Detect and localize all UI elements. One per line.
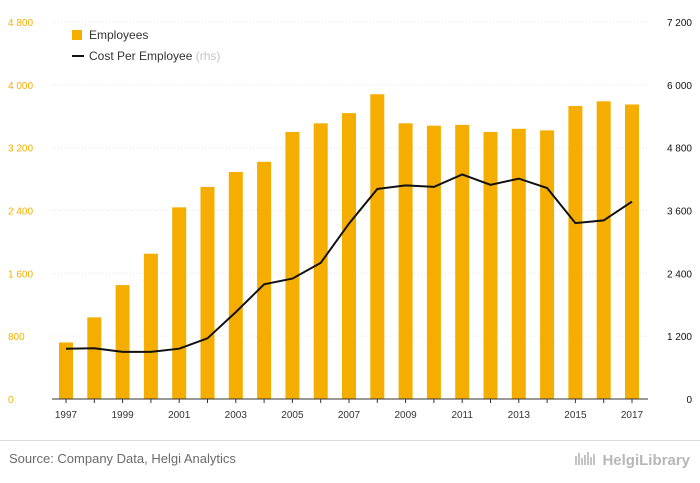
x-tick-label: 1997 [55, 410, 78, 421]
x-tick-label: 1999 [111, 410, 134, 421]
brand-logo: HelgiLibrary [574, 450, 690, 471]
x-tick-label: 2015 [564, 410, 587, 421]
y-left-tick-label: 4 800 [8, 18, 33, 29]
y-right-tick-label: 7 200 [667, 18, 692, 29]
legend-label-cost-name: Cost Per Employee [89, 49, 193, 63]
bar-2004 [257, 161, 272, 399]
bar-2015 [568, 106, 583, 399]
line-series-cost-per-employee [65, 173, 633, 353]
bar-2003 [228, 172, 243, 399]
y-right-tick-label: 2 400 [667, 269, 692, 280]
x-tick-label: 2005 [281, 410, 304, 421]
bar-2011 [455, 124, 470, 399]
bar-2010 [426, 125, 441, 400]
y-left-tick-label: 4 000 [8, 81, 33, 92]
x-tick-label: 2009 [394, 410, 417, 421]
bar-2017 [625, 104, 639, 399]
y-right-tick-label: 6 000 [667, 81, 692, 92]
y-right-tick-label: 1 200 [667, 332, 692, 343]
x-tick-label: 2001 [168, 410, 191, 421]
bar-2008 [370, 94, 385, 399]
brand-name: HelgiLibrary [602, 452, 690, 469]
bar-series-employees [59, 94, 639, 400]
x-tick-label: 2017 [621, 410, 644, 421]
y-axis-left-labels: 0 800 1 600 2 400 3 200 4 000 4 800 [8, 18, 33, 406]
x-tick-label: 2013 [508, 410, 531, 421]
legend-label-rhs: (rhs) [196, 49, 221, 63]
bar-1999 [115, 285, 130, 399]
footer: Source: Company Data, Helgi Analytics He… [0, 440, 700, 483]
bar-2002 [200, 186, 215, 399]
y-left-tick-label: 1 600 [8, 269, 33, 280]
y-right-tick-label: 4 800 [667, 144, 692, 155]
bar-2013 [511, 128, 526, 400]
legend-label-cost-per-employee: Cost Per Employee (rhs) [89, 49, 220, 63]
y-left-tick-label: 800 [8, 332, 25, 343]
y-axis-right-labels: 0 1 200 2 400 3 600 4 800 6 000 7 200 [667, 18, 692, 406]
bar-2001 [172, 207, 187, 399]
bar-1998 [87, 317, 102, 399]
chart: 1997 1999 2001 2003 2005 2007 2009 2011 2013 2015… [8, 18, 692, 421]
x-axis-ticks: 1997 1999 2001 2003 2005 2007 2009 2011 2013 2015… [55, 399, 644, 421]
source-note: Source: Company Data, Helgi Analytics [9, 451, 236, 466]
legend-swatch-employees [72, 30, 82, 40]
bar-2005 [285, 131, 300, 400]
bar-2000 [143, 253, 158, 399]
bar-2012 [483, 131, 498, 400]
library-shelf-icon [574, 450, 598, 471]
bar-2007 [342, 113, 356, 399]
y-right-tick-label: 0 [686, 395, 692, 406]
bar-2006 [313, 123, 328, 399]
y-right-tick-label: 3 600 [667, 207, 692, 218]
x-tick-label: 2011 [451, 410, 473, 421]
legend-label-employees: Employees [89, 28, 148, 42]
x-tick-label: 2007 [338, 410, 361, 421]
x-tick-label: 2003 [225, 410, 248, 421]
bar-1997 [59, 342, 73, 399]
bar-2014 [540, 130, 555, 399]
bar-2016 [596, 101, 611, 399]
legend: Employees Cost Per Employee (rhs) [72, 28, 220, 63]
y-left-tick-label: 0 [8, 395, 14, 406]
bar-2009 [398, 123, 413, 399]
y-left-tick-label: 2 400 [8, 207, 33, 218]
y-left-tick-label: 3 200 [8, 144, 33, 155]
